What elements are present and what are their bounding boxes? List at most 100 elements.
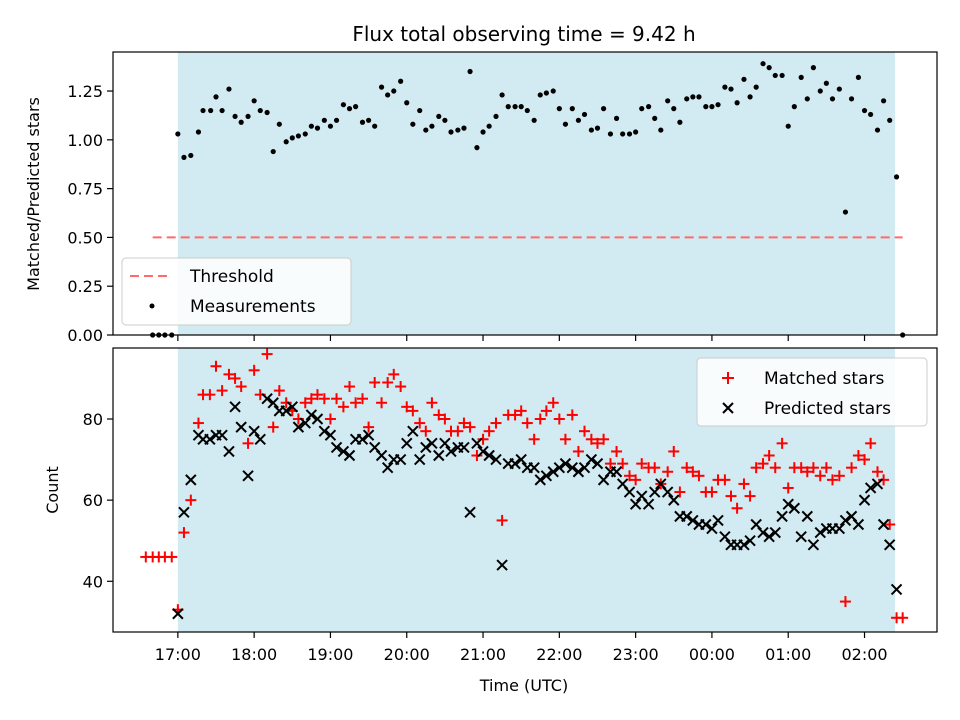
predicted-star-point: [426, 437, 438, 450]
predicted-star-point: [299, 417, 311, 429]
predicted-star-point: [623, 486, 636, 498]
measurement-point: [829, 96, 836, 102]
predicted-star-point: [509, 457, 521, 470]
predicted-star-point: [433, 449, 445, 462]
measurement-point: [429, 123, 435, 129]
measurement-point: [499, 92, 505, 98]
predicted-star-point: [471, 437, 483, 450]
measurement-point: [308, 123, 314, 129]
predicted-star-point: [547, 466, 559, 478]
measurement-point: [423, 127, 429, 133]
measurement-point: [531, 117, 537, 123]
measurement-point: [613, 115, 620, 121]
matched-star-point: [490, 417, 502, 429]
measurement-point: [480, 129, 486, 135]
matched-star-point: [878, 474, 890, 486]
predicted-star-point: [515, 453, 527, 466]
predicted-star-point: [858, 494, 871, 506]
matched-star-point: [452, 425, 464, 437]
predicted-star-point: [311, 413, 324, 425]
matched-star-point: [865, 437, 877, 449]
matched-star-point: [591, 437, 603, 449]
predicted-star-point: [744, 535, 756, 547]
measurement-point: [836, 86, 842, 92]
measurement-point: [804, 96, 810, 102]
predicted-star-point: [795, 530, 807, 543]
measurement-point: [417, 107, 423, 114]
measurement-point: [633, 129, 639, 135]
matched-star-point: [477, 433, 489, 445]
matched-star-point: [273, 385, 285, 397]
predicted-star-point: [178, 506, 190, 519]
measurement-point: [524, 107, 530, 114]
measurement-point: [785, 123, 791, 129]
x-tick-label: 23:00: [613, 645, 659, 664]
predicted-star-point: [318, 425, 331, 437]
legend-matched-label: Matched stars: [764, 369, 884, 389]
measurement-point: [333, 117, 340, 123]
measurement-point: [842, 209, 849, 215]
bottom-y-tick-label: 80: [83, 410, 103, 429]
matched-star-point: [598, 433, 610, 445]
predicted-star-point: [414, 453, 426, 466]
predicted-star-point: [223, 445, 235, 458]
matched-star-point: [299, 397, 311, 409]
predicted-star-point: [458, 441, 470, 454]
measurement-point: [575, 117, 582, 123]
predicted-star-point: [572, 466, 585, 478]
predicted-star-point: [833, 522, 846, 535]
predicted-star-point: [566, 461, 579, 474]
top-y-tick-label: 0.50: [67, 228, 103, 247]
matched-star-point: [540, 405, 552, 417]
matched-star-point: [846, 462, 858, 474]
measurement-point: [346, 106, 353, 112]
top-y-tick-label: 0.00: [67, 326, 103, 345]
measurement-point: [588, 127, 594, 133]
predicted-star-point: [776, 510, 788, 523]
bottom-legend-box: [696, 357, 928, 427]
measurement-point: [798, 74, 804, 80]
predicted-star-point: [407, 425, 419, 437]
measurement-point: [848, 96, 855, 102]
predicted-star-point: [788, 502, 801, 514]
matched-star-point: [725, 490, 737, 502]
predicted-star-point: [235, 421, 247, 433]
predicted-star-point: [585, 453, 598, 466]
matched-star-point: [693, 470, 705, 482]
x-tick-label: 02:00: [841, 645, 887, 664]
bottom-y-tick-label: 60: [83, 491, 103, 510]
measurement-point: [208, 107, 214, 114]
predicted-star-point: [439, 437, 451, 450]
measurement-point: [276, 121, 282, 127]
measurement-point: [880, 98, 887, 104]
predicted-star-point: [420, 441, 432, 454]
predicted-star-point: [445, 445, 457, 458]
matched-star-point: [356, 393, 368, 405]
measurement-point: [823, 80, 829, 86]
top-plot-frame: [112, 51, 938, 336]
matched-star-point: [776, 437, 788, 449]
x-tick-label: 01:00: [765, 645, 811, 664]
matched-star-point: [681, 462, 693, 474]
x-tick-label: 22:00: [536, 645, 582, 664]
matched-star-point: [871, 466, 883, 478]
matched-star-point: [210, 360, 222, 372]
measurement-point: [404, 100, 410, 106]
predicted-star-point: [337, 445, 350, 458]
top-y-tick-label: 1.25: [67, 82, 103, 101]
matched-star-point: [738, 478, 750, 490]
matched-star-point: [649, 462, 661, 474]
bottom-panel: 40 60 80 17:00 18:00 19:00 20:00 21:00 22:00 23:…: [43, 347, 938, 695]
measurement-point: [195, 129, 202, 135]
measurement-point: [232, 113, 238, 120]
predicted-star-point: [738, 539, 750, 551]
x-tick-label: 17:00: [155, 645, 201, 664]
measurement-point: [715, 102, 721, 108]
measurement-point: [696, 94, 702, 100]
legend-matched-swatch: [722, 372, 734, 384]
measurement-point: [353, 104, 359, 110]
predicted-star-point: [700, 518, 712, 531]
measurement-point: [398, 78, 404, 84]
predicted-star-point: [254, 433, 266, 445]
predicted-star-point: [871, 478, 884, 490]
